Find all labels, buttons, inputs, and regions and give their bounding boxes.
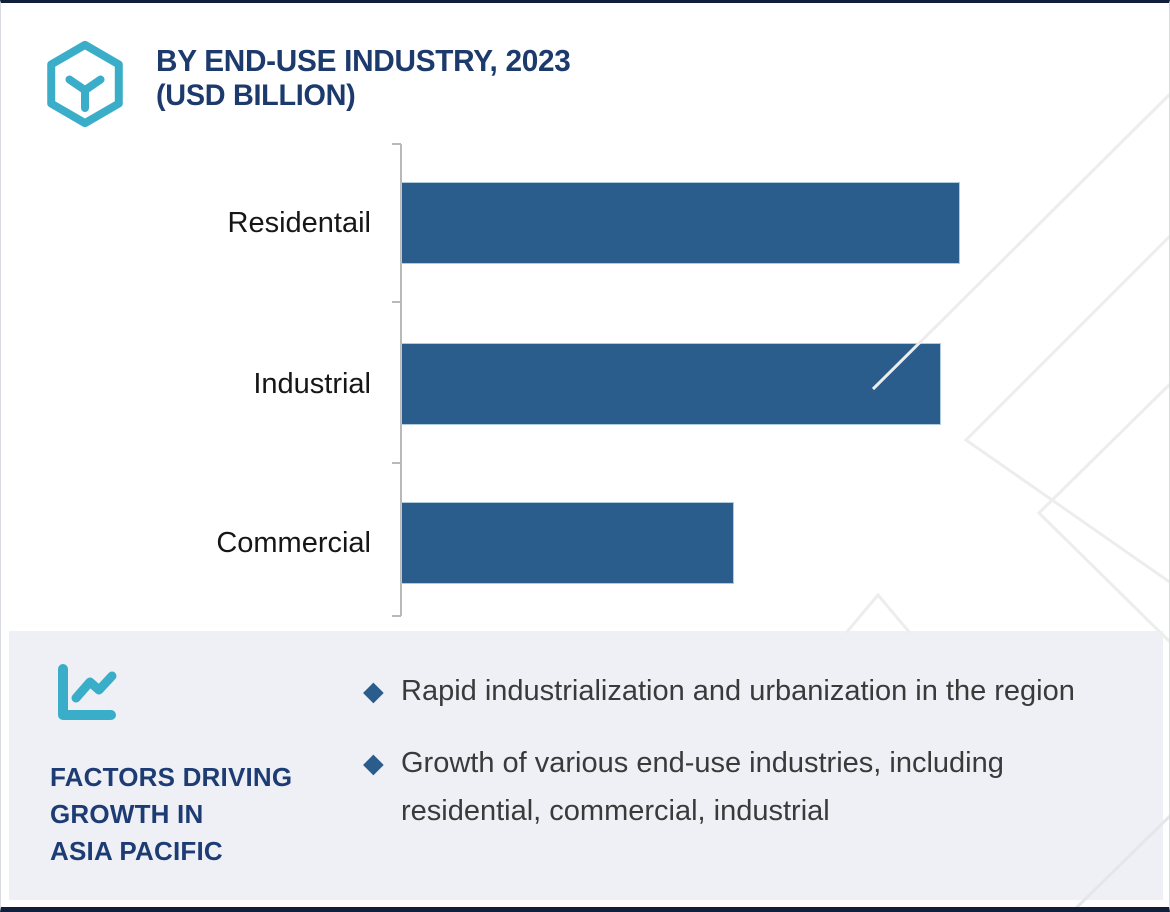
category-label-residentail: Residentail (227, 207, 371, 239)
bar-row: Residentail (1, 183, 1169, 263)
factors-heading-line: ASIA PACIFIC (50, 836, 223, 866)
factor-bullet-text: Growth of various end-use industries, in… (401, 747, 1004, 827)
factors-panel: FACTORS DRIVING GROWTH IN ASIA PACIFIC ◆… (9, 631, 1163, 900)
factors-heading: FACTORS DRIVING GROWTH IN ASIA PACIFIC (50, 759, 292, 870)
bar-commercial (402, 503, 733, 583)
factors-heading-line: FACTORS DRIVING (50, 762, 293, 792)
factor-bullet: ◆ Rapid industrialization and urbanizati… (363, 667, 1103, 715)
chart-subtitle: (USD BILLION) (156, 79, 356, 112)
diamond-bullet-icon: ◆ (363, 676, 384, 706)
factor-bullet-text: Rapid industrialization and urbanization… (401, 675, 1075, 707)
bar-row: Commercial (1, 503, 1169, 583)
diamond-bullet-icon: ◆ (363, 748, 384, 778)
factors-heading-line: GROWTH IN (50, 799, 204, 829)
chart-header: BY END-USE INDUSTRY, 2023 (USD BILLION) (156, 43, 571, 113)
bar-residentail (402, 183, 959, 263)
factors-bullet-list: ◆ Rapid industrialization and urbanizati… (363, 667, 1103, 859)
chart-title: BY END-USE INDUSTRY, 2023 (156, 43, 571, 78)
hexagon-y-logo (47, 40, 123, 128)
bar-industrial (402, 344, 940, 424)
category-axis (392, 143, 402, 617)
category-label-commercial: Commercial (216, 527, 371, 559)
line-chart-icon (58, 664, 117, 720)
category-label-industrial: Industrial (253, 368, 371, 400)
bar-row: Industrial (1, 344, 1169, 424)
factor-bullet: ◆ Growth of various end-use industries, … (363, 739, 1103, 835)
